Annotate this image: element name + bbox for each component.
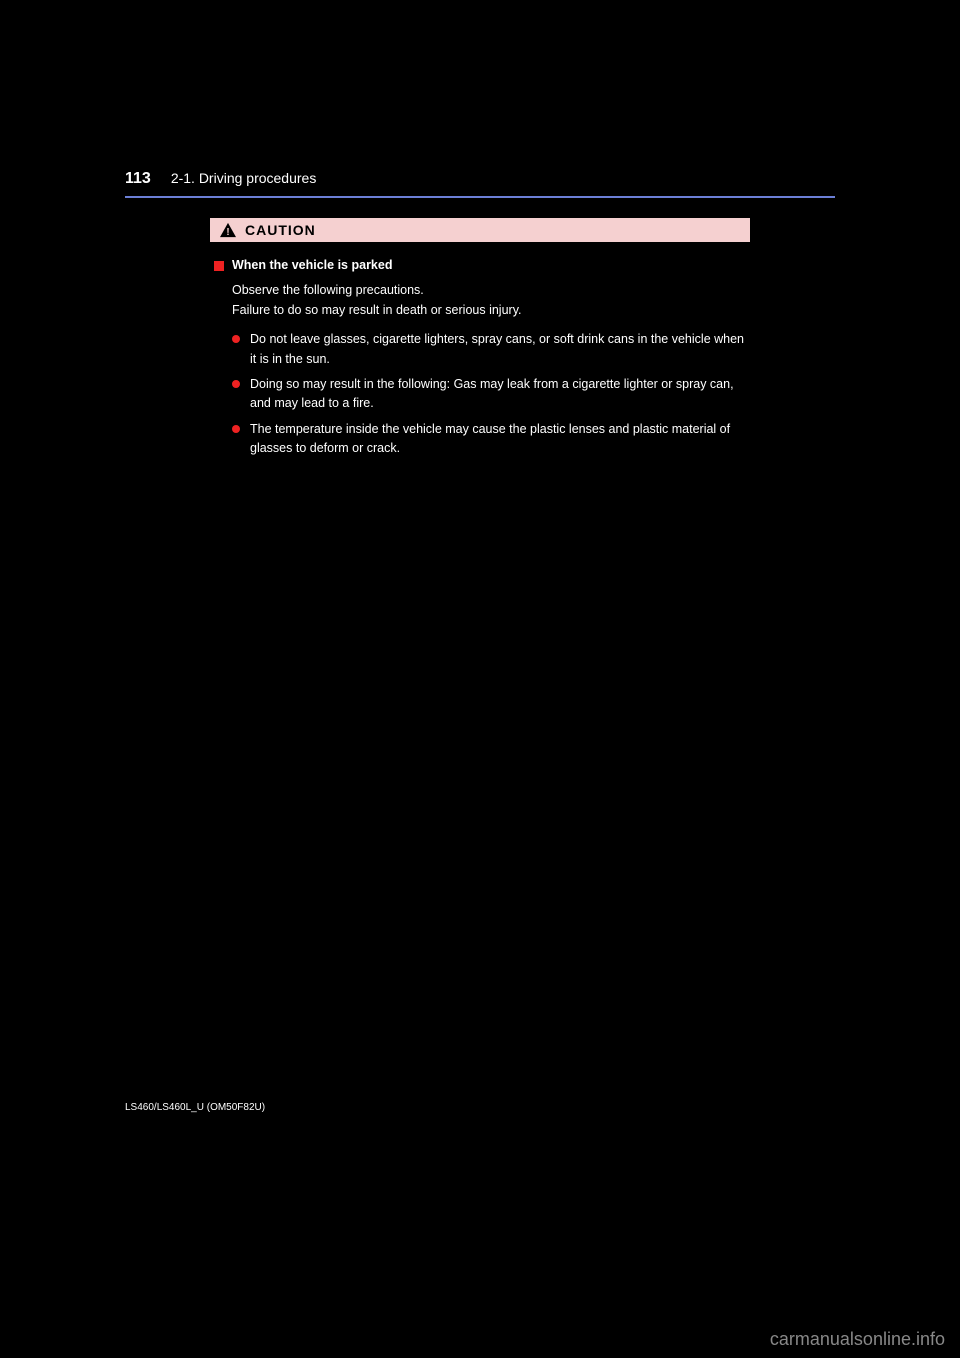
red-dot-icon [232,380,240,388]
bullet-text: Do not leave glasses, cigarette lighters… [250,330,746,369]
red-dot-icon [232,425,240,433]
header-rule [125,196,835,198]
bullet-text: The temperature inside the vehicle may c… [250,420,746,459]
page-number: 113 [125,170,151,188]
page-container: 113 2-1. Driving procedures ! CAUTION Wh… [125,170,835,474]
caution-box: ! CAUTION When the vehicle is parked Obs… [210,218,750,474]
svg-text:!: ! [226,227,229,238]
red-square-icon [214,261,224,271]
caution-label: CAUTION [245,222,316,238]
caution-heading: When the vehicle is parked [232,256,392,275]
caution-intro: Observe the following precautions. Failu… [232,281,746,320]
page-header: 113 2-1. Driving procedures [125,170,835,188]
bullet-item: Doing so may result in the following: Ga… [232,375,746,414]
red-dot-icon [232,335,240,343]
warning-triangle-icon: ! [219,222,237,238]
bullet-item: Do not leave glasses, cigarette lighters… [232,330,746,369]
bullet-text: Doing so may result in the following: Ga… [250,375,746,414]
watermark: carmanualsonline.info [770,1329,945,1350]
bullet-item: The temperature inside the vehicle may c… [232,420,746,459]
caution-body: When the vehicle is parked Observe the f… [210,242,750,474]
caution-header: ! CAUTION [210,218,750,242]
caution-heading-row: When the vehicle is parked [214,256,746,275]
breadcrumb: 2-1. Driving procedures [171,170,835,186]
footer-code: LS460/LS460L_U (OM50F82U) [125,1102,265,1113]
